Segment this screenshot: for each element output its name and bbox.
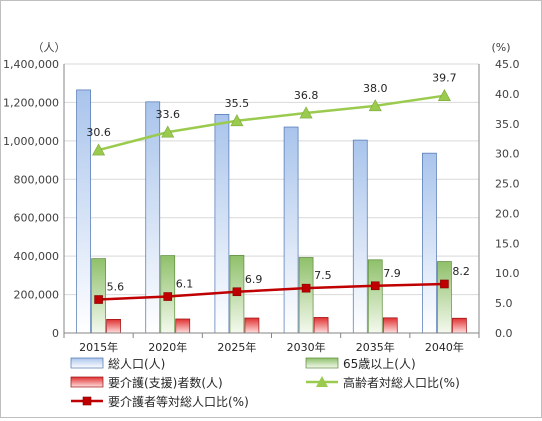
right-tick-label: 5.0: [495, 297, 513, 310]
right-tick-label: 0.0: [495, 327, 513, 340]
data-label: 6.1: [176, 278, 194, 291]
legend-marker: [316, 376, 328, 387]
right-tick-label: 10.0: [495, 267, 520, 280]
legend-label: 要介護(支援)者数(人): [108, 375, 223, 390]
data-label: 35.5: [225, 97, 250, 110]
bar-要介護-支援-者数-人-: [175, 318, 191, 334]
bar-要介護-支援-者数-人-: [382, 317, 398, 334]
bar-series: [76, 89, 467, 334]
left-axis-unit: （人）: [33, 41, 66, 54]
right-tick-label: 15.0: [495, 237, 520, 250]
marker-triangle: [368, 99, 382, 112]
bar-総人口-人-: [422, 152, 437, 334]
marker-triangle: [92, 143, 106, 156]
line-series: 30.6 33.6 35.5 36.8 38.0 39.7 5.6 6.1 6.9 7.5 7.9 8…: [86, 72, 470, 304]
right-tick-label: 30.0: [495, 148, 520, 161]
data-label: 30.6: [86, 126, 111, 139]
bar-65歳以上-人-: [437, 261, 452, 334]
data-label: 33.6: [156, 108, 181, 121]
bar-要介護-支援-者数-人-: [452, 317, 467, 334]
legend-marker: [82, 396, 92, 406]
marker-square: [232, 287, 242, 297]
line-高齢者対総人口比-: [98, 94, 445, 152]
data-label: 8.2: [452, 265, 470, 278]
gridlines: [64, 63, 479, 334]
left-tick-label: 400,000: [14, 250, 60, 263]
data-label: 36.8: [294, 89, 319, 102]
right-axis-unit: (%): [491, 41, 510, 54]
right-tick-label: 45.0: [495, 58, 520, 71]
x-tick-label: 2040年: [425, 340, 464, 354]
bar-要介護-支援-者数-人-: [313, 317, 329, 334]
x-tick-label: 2020年: [148, 340, 187, 354]
data-label: 39.7: [432, 72, 457, 85]
marker-triangle: [437, 89, 451, 101]
left-tick-label: 600,000: [14, 212, 60, 225]
marker-triangle: [299, 106, 313, 119]
left-tick-label: 1,200,000: [3, 96, 59, 109]
left-tick-label: 1,000,000: [3, 135, 59, 148]
marker-square: [301, 283, 311, 293]
bar-総人口-人-: [283, 126, 299, 334]
axes: 0 200,000 400,000 600,000 800,000 1,000,000 1,…: [3, 58, 519, 354]
legend-label: 要介護者等対総人口比(%): [108, 394, 249, 409]
x-tick-label: 2035年: [356, 340, 395, 354]
x-tick-label: 2015年: [79, 340, 118, 354]
legend: 総人口(人) 65歳以上(人) 要介護(支援)者数(人) 高齢者対総人口比(%) 要介護…: [70, 357, 460, 409]
marker-triangle: [230, 114, 244, 127]
marker-square: [94, 295, 103, 304]
bar-65歳以上-人-: [367, 259, 383, 334]
marker-square: [370, 281, 380, 291]
right-tick-label: 25.0: [495, 178, 520, 191]
left-tick-label: 1,400,000: [3, 58, 59, 71]
bar-総人口-人-: [214, 113, 230, 334]
bar-65歳以上-人-: [298, 257, 314, 334]
line-要介護者等対総人口比-: [98, 282, 445, 301]
bar-要介護-支援-者数-人-: [106, 319, 121, 334]
legend-swatch: [70, 376, 104, 388]
marker-triangle: [161, 125, 175, 138]
legend-swatch: [305, 357, 339, 369]
bar-要介護-支援-者数-人-: [244, 317, 260, 334]
left-tick-label: 800,000: [14, 173, 60, 186]
data-label: 7.9: [383, 267, 401, 280]
legend-label: 65歳以上(人): [343, 357, 416, 371]
marker-square: [163, 292, 173, 301]
legend-swatch: [70, 357, 104, 369]
x-tick-label: 2030年: [287, 340, 326, 354]
data-label: 38.0: [363, 82, 388, 95]
bar-総人口-人-: [352, 139, 368, 334]
data-label: 5.6: [107, 281, 125, 294]
left-tick-label: 0: [52, 327, 59, 340]
data-label: 7.5: [314, 269, 332, 282]
legend-label: 総人口(人): [108, 357, 165, 371]
marker-square: [440, 279, 449, 289]
right-tick-label: 20.0: [495, 207, 520, 220]
left-tick-label: 200,000: [14, 289, 60, 302]
legend-label: 高齢者対総人口比(%): [343, 375, 460, 390]
x-tick-label: 2025年: [217, 340, 256, 354]
right-tick-label: 35.0: [495, 118, 520, 131]
data-label: 6.9: [245, 273, 263, 286]
right-tick-label: 40.0: [495, 88, 520, 101]
